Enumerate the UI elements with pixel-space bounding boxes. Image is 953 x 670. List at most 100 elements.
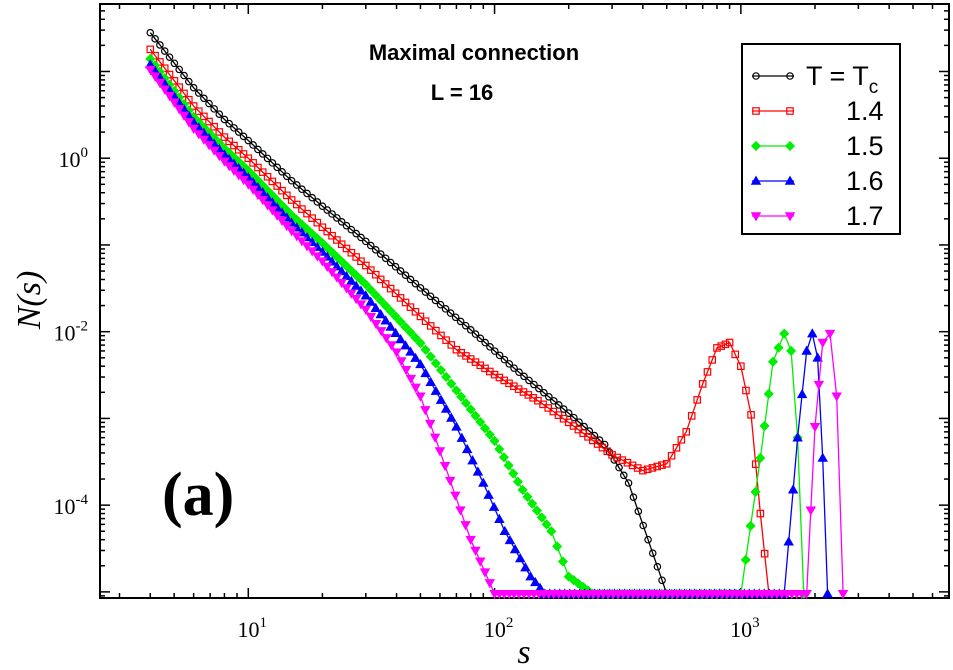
data-point: [331, 261, 343, 271]
data-point: [215, 110, 224, 118]
data-point: [411, 279, 420, 288]
data-point: [263, 154, 272, 163]
data-point: [357, 257, 365, 266]
data-point: [416, 312, 425, 321]
data-point: [796, 388, 808, 399]
data-point: [451, 385, 462, 396]
data-point: [721, 340, 730, 349]
data-point: [233, 171, 244, 181]
data-point: [337, 240, 346, 249]
data-point: [355, 300, 367, 310]
data-point: [169, 98, 180, 108]
data-point: [431, 296, 440, 305]
data-point: [465, 404, 476, 415]
data-point: [406, 275, 415, 284]
data-point: [292, 181, 301, 189]
data-point: [306, 247, 318, 257]
data-point: [386, 258, 395, 267]
data-point: [151, 35, 159, 43]
data-point: [658, 461, 666, 469]
data-point: [381, 280, 390, 288]
data-point: [479, 568, 491, 578]
data-point: [541, 519, 552, 530]
data-point: [278, 168, 286, 176]
data-point: [258, 150, 267, 158]
data-point: [682, 428, 691, 436]
data-point: [347, 225, 356, 234]
data-point: [262, 201, 273, 211]
data-point: [263, 172, 272, 181]
legend-marker: [784, 175, 796, 185]
data-point: [416, 284, 425, 292]
data-point: [205, 99, 213, 108]
data-point: [194, 89, 203, 97]
data-point: [318, 202, 327, 210]
data-point: [520, 372, 528, 381]
data-point: [725, 338, 734, 347]
data-point: [347, 248, 356, 257]
data-point: [801, 345, 812, 355]
data-point: [336, 256, 347, 267]
series-line: [149, 58, 805, 595]
data-point: [525, 376, 533, 385]
data-point: [488, 501, 500, 511]
data-point: [370, 302, 381, 312]
data-point: [341, 284, 352, 294]
series-line: [149, 48, 770, 594]
data-point: [430, 385, 442, 395]
data-point: [333, 214, 341, 222]
data-point: [467, 455, 478, 465]
data-point: [239, 150, 248, 158]
data-point: [333, 236, 341, 244]
legend-label: T = Tc: [806, 61, 878, 98]
data-point: [435, 365, 447, 376]
data-point: [644, 535, 652, 544]
data-point: [559, 405, 568, 413]
data-point: [331, 251, 342, 262]
data-point: [301, 242, 313, 252]
data-point: [385, 321, 396, 331]
data-point: [500, 355, 509, 364]
data-point: [456, 432, 468, 442]
data-point: [276, 216, 288, 227]
data-point: [527, 498, 538, 509]
data-point: [273, 182, 281, 190]
data-point: [451, 421, 462, 431]
data-point: [165, 70, 174, 79]
data-point: [783, 536, 794, 546]
data-point: [252, 190, 264, 201]
data-point: [351, 270, 362, 281]
data-point: [405, 327, 416, 338]
data-point: [465, 535, 476, 546]
data-point: [713, 344, 721, 352]
chart-title: Maximal connection: [369, 40, 579, 65]
data-point: [763, 388, 774, 399]
data-point: [318, 223, 327, 232]
data-point: [792, 432, 803, 442]
data-point: [391, 262, 400, 271]
data-point: [421, 317, 430, 325]
data-point: [271, 211, 283, 221]
data-point: [380, 315, 391, 325]
data-point: [415, 392, 426, 402]
data-point: [461, 443, 473, 454]
data-point: [552, 541, 563, 552]
data-point: [175, 83, 183, 91]
data-point: [371, 270, 380, 279]
data-point: [435, 394, 447, 404]
data-point: [336, 278, 347, 289]
data-point: [434, 447, 446, 457]
data-point: [456, 391, 467, 402]
data-point: [323, 206, 332, 214]
data-point: [486, 343, 494, 351]
data-point: [198, 135, 210, 145]
data-point: [509, 543, 521, 554]
data-point: [214, 152, 225, 162]
data-point: [426, 292, 435, 301]
data-point: [366, 241, 375, 250]
data-point: [786, 345, 797, 356]
data-point: [420, 367, 431, 378]
data-point: [370, 319, 382, 330]
data-point: [472, 466, 484, 476]
data-point: [470, 546, 481, 556]
